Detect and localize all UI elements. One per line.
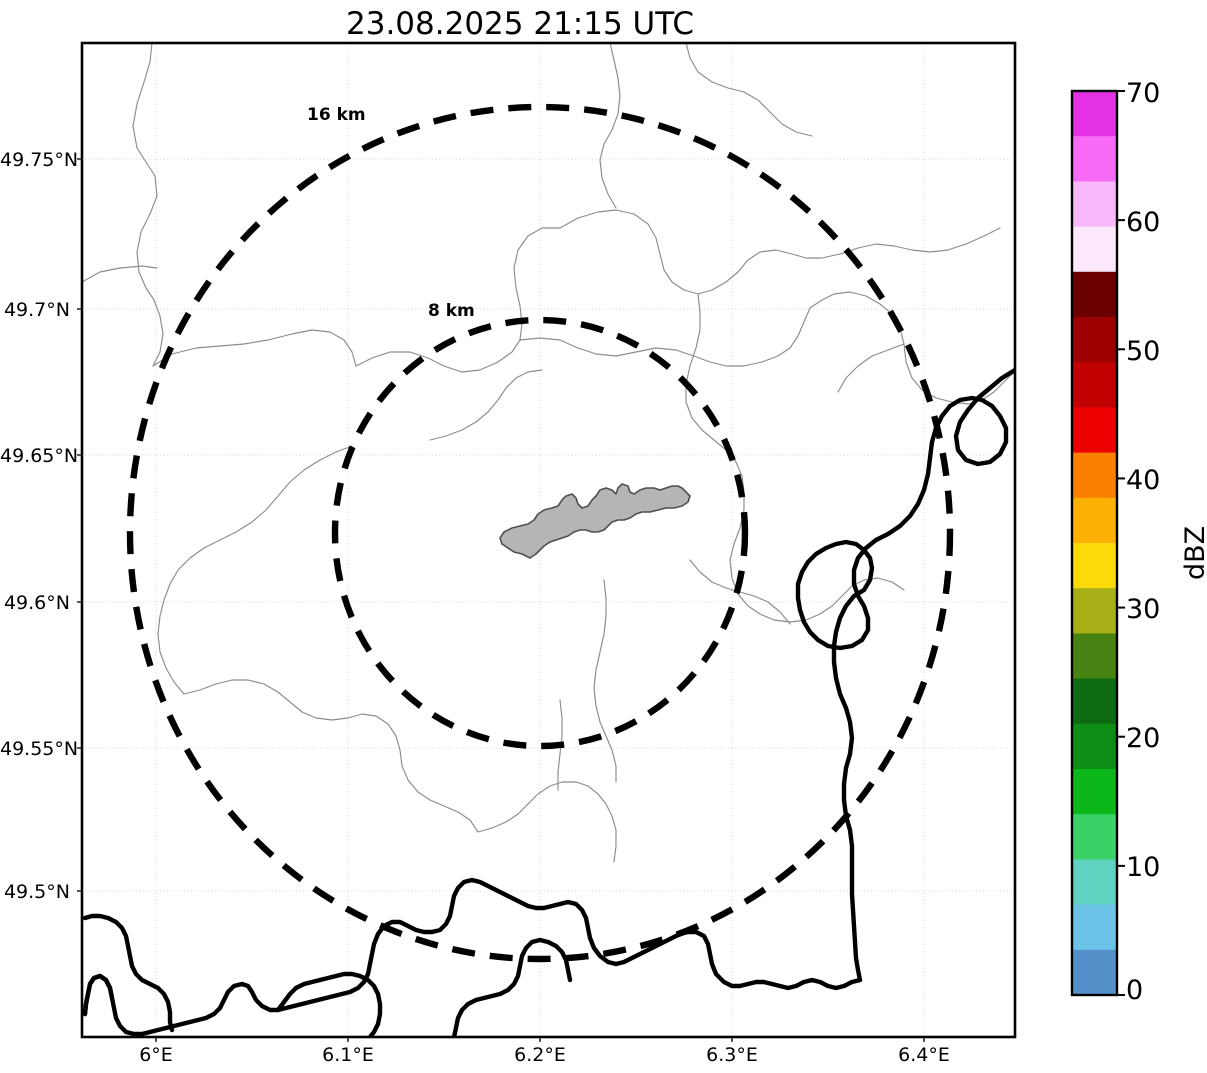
colorbar-band: [1072, 769, 1117, 815]
colorbar-band: [1072, 859, 1117, 906]
xaxis-tick-label: 6°E: [139, 1044, 173, 1066]
colorbar-tick-label: 10: [1126, 852, 1161, 883]
xaxis-tick-label: 6.1°E: [322, 1044, 374, 1066]
range-rings: [126, 103, 954, 963]
colorbar-band: [1072, 91, 1117, 137]
colorbar-tick-label: 40: [1126, 465, 1161, 496]
colorbar-band: [1072, 317, 1117, 363]
colorbar-band: [1072, 543, 1117, 589]
colorbar-tick-label: 30: [1126, 594, 1161, 625]
range-ring-8km: [331, 316, 749, 750]
yaxis-tick-label: 49.65°N: [0, 445, 79, 467]
yaxis-tick-label: 49.7°N: [3, 299, 70, 321]
xaxis-tick-label: 6.3°E: [706, 1044, 758, 1066]
colorbar-band: [1072, 814, 1117, 860]
colorbar-tick-label: 0: [1126, 975, 1144, 1006]
range-ring-8km-label: 8 km: [428, 301, 475, 321]
colorbar-band: [1072, 181, 1117, 228]
colorbar-band: [1072, 226, 1117, 273]
map-frame: [80, 41, 1017, 1039]
range-ring-16km: [126, 103, 954, 963]
colorbar-band: [1072, 452, 1117, 499]
axis-ticks: [77, 158, 925, 1042]
colorbar-band: [1072, 407, 1117, 454]
colorbar-title: dBZ: [1180, 525, 1207, 580]
figure-title: 23.08.2025 21:15 UTC: [346, 6, 694, 42]
yaxis-tick-label: 49.6°N: [3, 592, 70, 614]
colorbar-band: [1072, 949, 1117, 996]
yaxis-tick-label: 49.75°N: [0, 149, 79, 171]
colorbar-tick-label: 50: [1126, 336, 1161, 367]
colorbar-panel[interactable]: [1060, 80, 1207, 1020]
colorbar-band: [1072, 904, 1117, 951]
colorbar-band: [1072, 678, 1117, 725]
colorbar-band: [1072, 271, 1117, 318]
colorbar-band: [1072, 136, 1117, 182]
colorbar-band: [1072, 362, 1117, 408]
colorbar-bands: [1072, 91, 1117, 996]
colorbar-frame: [1070, 89, 1119, 997]
yaxis-tick-label: 49.5°N: [3, 881, 70, 903]
national-border: [82, 367, 1015, 1037]
xaxis-tick-label: 6.4°E: [898, 1044, 950, 1066]
admin-boundaries: [82, 43, 1013, 863]
range-ring-16km-label: 16 km: [307, 105, 366, 125]
city-polygon: [499, 483, 691, 559]
colorbar-band: [1072, 723, 1117, 770]
yaxis-tick-label: 49.55°N: [0, 738, 79, 760]
colorbar-band: [1072, 633, 1117, 680]
xaxis-tick-label: 6.2°E: [514, 1044, 566, 1066]
colorbar-ticks: [1117, 90, 1125, 996]
colorbar-band: [1072, 497, 1117, 544]
colorbar-tick-label: 20: [1126, 723, 1161, 754]
colorbar-band: [1072, 588, 1117, 634]
colorbar-tick-label: 60: [1126, 207, 1161, 238]
colorbar-tick-label: 70: [1126, 78, 1161, 109]
